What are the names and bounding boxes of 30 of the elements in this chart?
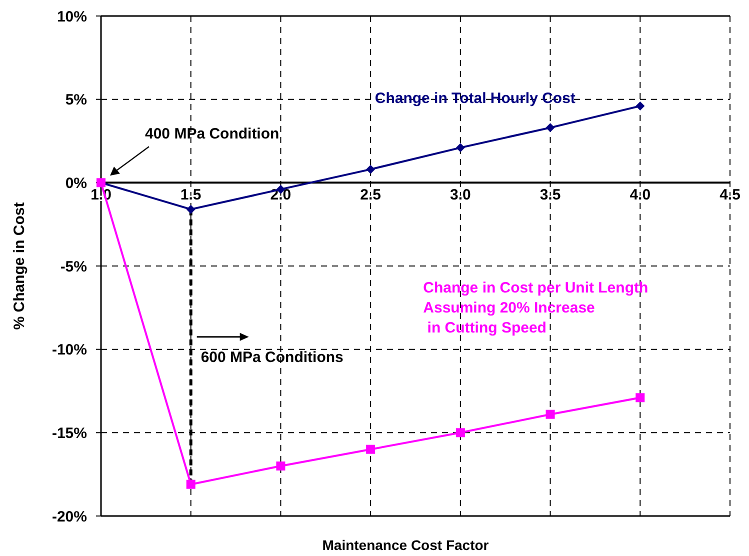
point — [546, 123, 555, 132]
x-tick-label: 3.5 — [540, 186, 561, 204]
y-tick-label: -5% — [60, 258, 87, 276]
annotation: 400 MPa Condition — [145, 126, 280, 143]
point — [636, 393, 645, 402]
x-tick-label: 3.0 — [450, 186, 471, 204]
point — [546, 410, 555, 419]
y-tick-label: 0% — [65, 174, 87, 192]
point — [366, 444, 376, 454]
ref-line-label: 600 MPa Conditions — [200, 348, 344, 366]
series-label: Change in Total Hourly Cost — [374, 90, 576, 107]
x-tick-label: 4.0 — [630, 186, 651, 204]
point — [456, 428, 465, 438]
point — [186, 204, 196, 214]
y-tick-label: -10% — [52, 342, 87, 359]
y-axis-title: % Change in Cost — [11, 202, 28, 330]
x-tick-label: 4.5 — [720, 186, 740, 204]
x-axis-title: Maintenance Cost Factor — [322, 537, 490, 553]
x-tick-label: 2.5 — [360, 186, 381, 204]
point — [636, 102, 645, 110]
y-tick-label: 5% — [65, 92, 87, 109]
point — [456, 143, 465, 152]
x-tick-label: 1.5 — [180, 186, 202, 204]
point — [186, 480, 196, 489]
point — [366, 164, 376, 174]
y-tick-label: 10% — [56, 8, 87, 26]
y-tick-label: -15% — [52, 424, 87, 442]
y-tick-label: -20% — [52, 508, 87, 526]
point — [276, 462, 286, 470]
text: Change in Cost per Unit Length Assuming 20% Increase in Cutting Speed — [423, 280, 648, 337]
